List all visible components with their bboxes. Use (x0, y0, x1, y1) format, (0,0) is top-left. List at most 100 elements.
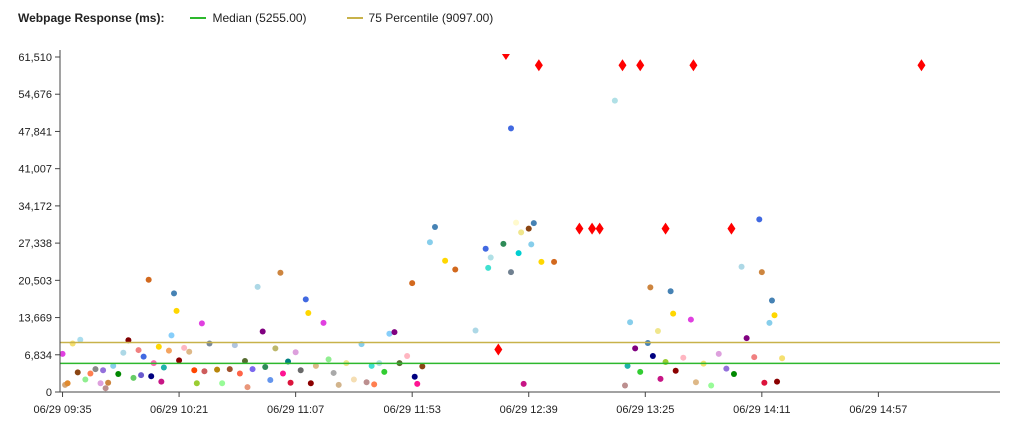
data-point (241, 357, 248, 364)
data-point (193, 380, 200, 387)
data-point (647, 284, 654, 291)
data-point (487, 254, 494, 261)
data-point (551, 258, 558, 265)
data-point (414, 380, 421, 387)
y-tick-label: 0 (46, 387, 52, 399)
x-tick-label: 06/29 09:35 (33, 404, 91, 416)
data-point (262, 363, 269, 370)
timeout-marker (917, 59, 926, 72)
data-point (708, 382, 715, 389)
data-point (670, 310, 677, 317)
data-point (743, 335, 750, 342)
data-point (411, 373, 418, 380)
legend-item-median[interactable]: Median (5255.00) (190, 11, 307, 25)
data-point (632, 345, 639, 352)
x-tick-label: 06/29 14:11 (733, 404, 790, 416)
data-point (87, 370, 94, 377)
y-tick-label: 41,007 (18, 164, 52, 176)
data-point (92, 366, 99, 373)
legend-label-median: Median (5255.00) (212, 11, 307, 25)
data-point (181, 344, 188, 351)
data-point (624, 362, 631, 369)
data-point (687, 316, 694, 323)
data-point (751, 354, 758, 361)
data-point (97, 380, 104, 387)
data-point (386, 330, 393, 337)
data-point (485, 264, 492, 271)
y-tick-label: 27,338 (18, 238, 52, 250)
data-point (419, 363, 426, 370)
data-point (482, 245, 489, 252)
legend-item-75-percentile[interactable]: 75 Percentile (9097.00) (346, 11, 494, 25)
data-point (74, 369, 81, 376)
data-point (404, 353, 411, 360)
data-point (277, 269, 284, 276)
data-point (515, 250, 522, 257)
data-point (173, 307, 180, 314)
x-tick-label: 06/29 14:57 (849, 404, 907, 416)
y-tick-label: 47,841 (18, 126, 52, 138)
data-point (165, 347, 172, 354)
timeout-marker (494, 343, 503, 356)
data-point (530, 220, 537, 227)
data-point (148, 373, 155, 380)
data-point (528, 241, 535, 248)
x-tick-label: 06/29 11:07 (267, 404, 324, 416)
data-point (330, 369, 337, 376)
data-point (667, 288, 674, 295)
data-point (627, 319, 634, 326)
data-point (442, 257, 449, 264)
data-point (431, 223, 438, 230)
data-point (774, 378, 781, 385)
y-axis-ticks: 0 6,834 13,669 20,503 27,338 34,172 41,007 47,8… (18, 52, 60, 399)
legend-label-75-percentile: 75 Percentile (9097.00) (368, 11, 494, 25)
timeout-marker (661, 222, 670, 235)
data-point (206, 340, 213, 347)
data-point (77, 336, 84, 343)
data-point (371, 381, 378, 388)
data-point (305, 310, 312, 317)
data-point (69, 340, 76, 347)
data-point (761, 379, 768, 386)
data-point (201, 368, 208, 375)
data-point (518, 229, 525, 236)
data-point (520, 380, 527, 387)
data-point (672, 367, 679, 374)
data-point (779, 355, 786, 362)
data-point (82, 376, 89, 383)
data-point (768, 297, 775, 304)
legend-swatch-75-percentile (346, 17, 363, 19)
data-point (292, 349, 299, 356)
y-tick-label: 54,676 (18, 89, 52, 101)
data-point (171, 290, 178, 297)
data-point (186, 348, 193, 355)
timeout-marker (595, 222, 604, 235)
data-point (191, 367, 198, 374)
chart-header: Webpage Response (ms): Median (5255.00) … (18, 8, 533, 28)
data-point (756, 216, 763, 223)
data-point (249, 366, 256, 373)
data-point (214, 366, 221, 373)
data-point (272, 345, 279, 352)
data-point (662, 359, 669, 366)
timeout-marker (689, 59, 698, 72)
data-point (297, 367, 304, 374)
data-point (325, 356, 332, 363)
data-point (771, 312, 778, 319)
data-point (267, 377, 274, 384)
data-point (231, 342, 238, 349)
data-point (391, 329, 398, 336)
data-point (198, 320, 205, 327)
data-point (287, 379, 294, 386)
y-tick-label: 61,510 (18, 52, 52, 64)
data-point (145, 276, 152, 283)
data-point (766, 319, 773, 326)
data-point (611, 97, 618, 104)
data-point (758, 269, 765, 276)
data-point (452, 266, 459, 273)
data-point (244, 384, 251, 391)
data-point (302, 296, 309, 303)
data-point (110, 362, 117, 369)
